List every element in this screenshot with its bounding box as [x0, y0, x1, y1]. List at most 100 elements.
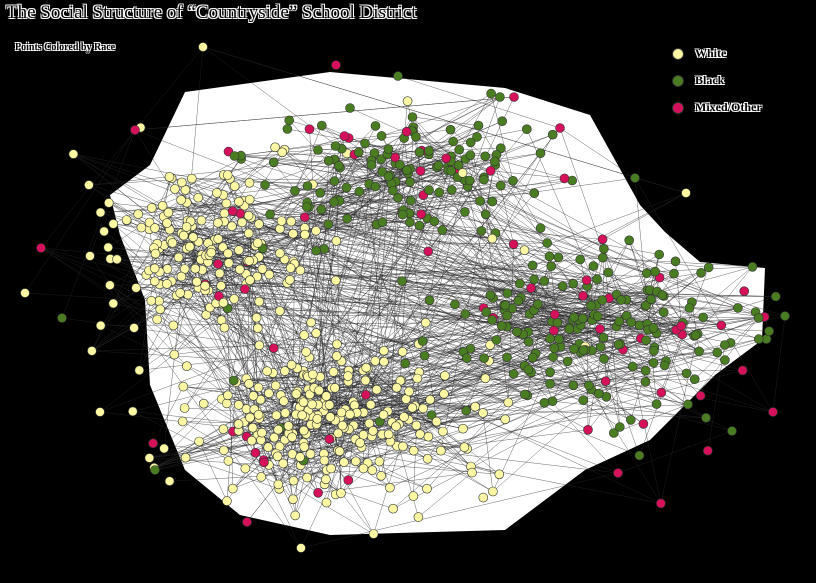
student-node [229, 151, 240, 161]
student-node [313, 487, 323, 498]
student-node [473, 120, 484, 131]
student-node [170, 184, 180, 194]
student-node [288, 494, 298, 505]
student-node [433, 160, 444, 171]
student-node [218, 242, 228, 252]
student-node [329, 197, 339, 207]
student-node [445, 124, 456, 135]
student-node [460, 309, 471, 319]
student-node [521, 124, 532, 134]
student-node [234, 245, 244, 255]
network-nodes [20, 42, 790, 553]
student-node [222, 496, 232, 506]
student-node [397, 276, 407, 286]
student-node [727, 426, 737, 436]
student-node [441, 153, 452, 164]
student-node [388, 503, 398, 514]
student-node [689, 374, 700, 385]
student-node [221, 198, 232, 209]
student-node [520, 389, 530, 400]
legend-item-mixed: Mixed/Other [672, 94, 762, 121]
student-node [302, 472, 312, 483]
student-node [542, 238, 553, 248]
student-node [412, 373, 423, 384]
student-node [57, 313, 67, 323]
student-node [489, 156, 500, 167]
student-node [478, 492, 489, 503]
student-node [569, 344, 579, 354]
student-node [780, 311, 790, 321]
student-node [508, 176, 518, 186]
student-node [681, 188, 691, 198]
student-node [104, 198, 114, 208]
student-node [502, 352, 512, 363]
student-node [271, 410, 282, 421]
student-node [270, 380, 281, 391]
student-node [608, 428, 619, 438]
student-node [99, 226, 109, 237]
student-node [288, 475, 299, 486]
student-node [284, 275, 295, 285]
student-node [440, 370, 450, 381]
student-node [627, 361, 638, 372]
student-node [597, 295, 608, 305]
student-node [333, 428, 343, 439]
student-node [690, 330, 701, 341]
student-node [272, 451, 283, 462]
student-node [219, 322, 230, 333]
student-node [144, 453, 155, 463]
student-node [420, 317, 431, 328]
student-node [315, 188, 326, 198]
student-node [283, 421, 294, 431]
student-node [219, 445, 229, 456]
student-node [325, 412, 336, 422]
student-node [485, 166, 496, 176]
student-node [321, 497, 332, 508]
student-node [548, 352, 558, 362]
student-node [290, 510, 301, 521]
student-node [176, 271, 187, 282]
student-node [298, 397, 309, 408]
student-node [229, 294, 239, 304]
legend: White Black Mixed/Other [672, 40, 762, 121]
student-node [557, 281, 568, 291]
student-node [343, 475, 354, 485]
student-node [242, 517, 252, 527]
student-node [196, 215, 207, 226]
student-node [284, 115, 295, 126]
student-node [234, 196, 244, 207]
student-node [502, 288, 513, 298]
student-node [319, 244, 330, 254]
legend-label-white: White [695, 46, 727, 60]
student-node [464, 175, 475, 186]
student-node [453, 160, 464, 170]
student-node [177, 177, 187, 188]
student-node [416, 209, 427, 219]
student-node [324, 400, 335, 410]
student-node [228, 375, 239, 386]
student-node [408, 445, 419, 456]
student-node [173, 252, 184, 263]
student-node [246, 435, 257, 446]
student-node [423, 431, 434, 442]
student-node [407, 402, 418, 413]
student-node [529, 188, 540, 198]
student-node [162, 279, 172, 289]
student-node [146, 295, 157, 306]
student-node [650, 266, 660, 277]
student-node [218, 424, 229, 435]
student-node [405, 217, 415, 227]
student-node [379, 356, 389, 367]
student-node [393, 192, 403, 203]
student-node [185, 241, 195, 252]
student-node [311, 328, 322, 338]
student-node [288, 228, 298, 239]
student-node [298, 425, 309, 436]
student-node [578, 290, 588, 301]
student-node [244, 194, 255, 205]
student-node [695, 390, 706, 401]
mixed-dot-icon [672, 101, 684, 114]
student-node [155, 304, 165, 315]
student-node [368, 529, 379, 539]
